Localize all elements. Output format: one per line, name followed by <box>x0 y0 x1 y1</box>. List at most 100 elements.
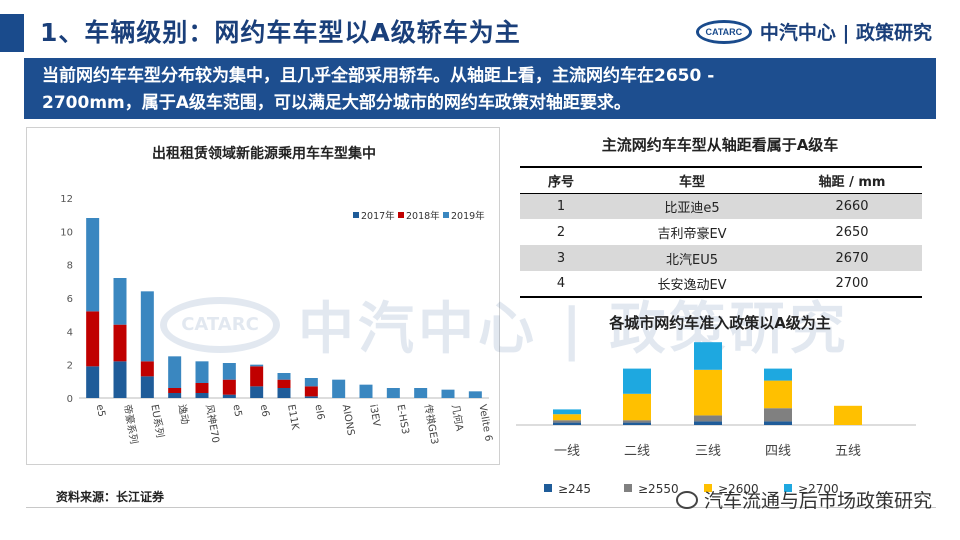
x-tick-label: E-HS3 <box>394 404 410 436</box>
bar-segment <box>468 391 482 398</box>
table-row: 1 比亚迪e5 2660 <box>520 193 922 219</box>
bar-segment <box>764 408 792 422</box>
bar-segment <box>414 388 428 398</box>
x-tick-label: e5 <box>94 404 107 418</box>
slide-title: 1、车辆级别：网约车车型以A级轿车为主 <box>40 18 521 47</box>
legend-label: ≥2550 <box>638 482 679 496</box>
wheelbase-table: 序号 车型 轴距 / mm 1 比亚迪e5 2660 2 吉利帝豪EV 2650… <box>520 166 922 298</box>
bar-segment <box>113 361 127 398</box>
bar-segment <box>623 368 651 394</box>
bar-segment <box>834 405 862 425</box>
data-source: 资料来源：长江证券 <box>56 490 165 504</box>
x-tick-label: 三线 <box>695 444 721 459</box>
bar-segment <box>623 420 651 423</box>
summary-line-2: 2700mm，属于A级车范围，可以满足大部分城市的网约车政策对轴距要求。 <box>42 93 631 113</box>
x-tick-label: 一线 <box>554 444 580 459</box>
bar-segment <box>222 363 236 380</box>
bar-segment <box>277 373 291 380</box>
cell-no: 4 <box>520 271 602 298</box>
x-tick-label: E11K <box>285 404 300 432</box>
bar-segment <box>113 324 127 362</box>
bar-segment <box>386 388 400 398</box>
bar-segment <box>553 414 581 421</box>
cell-model: 长安逸动EV <box>602 271 782 298</box>
bar-segment <box>764 380 792 409</box>
legend-label: ≥2600 <box>718 482 759 496</box>
table-row: 2 吉利帝豪EV 2650 <box>520 219 922 245</box>
y-tick-label: 4 <box>67 327 73 338</box>
x-tick-label: 逸动 <box>176 403 191 425</box>
y-tick-label: 12 <box>60 194 73 205</box>
cell-wheelbase: 2650 <box>835 224 869 240</box>
bar-segment <box>304 396 318 398</box>
bar-segment <box>553 420 581 423</box>
bar-segment <box>553 422 581 425</box>
bar-segment <box>86 311 100 367</box>
x-tick-label: 传祺GE3 <box>422 403 442 445</box>
bar-segment <box>250 366 264 387</box>
x-tick-label: 五线 <box>835 444 861 459</box>
bar-segment <box>359 384 373 398</box>
bar-segment <box>168 388 182 393</box>
bar-segment <box>694 369 722 416</box>
cell-model: 北汽EU5 <box>602 245 782 271</box>
header-no: 序号 <box>520 166 602 194</box>
x-tick-label: EU系列 <box>148 403 167 438</box>
header-model: 车型 <box>602 166 782 194</box>
bar-segment <box>168 356 182 388</box>
cell-model: 吉利帝豪EV <box>657 226 727 242</box>
x-tick-label: e5 <box>230 404 243 418</box>
bar-segment <box>332 379 346 398</box>
bar-segment <box>250 364 264 367</box>
y-tick-label: 2 <box>67 361 73 372</box>
table-header-row: 序号 车型 轴距 / mm <box>520 166 922 194</box>
x-tick-label: Velite 6 <box>476 404 493 443</box>
header-wheelbase: 轴距 / mm <box>782 166 922 194</box>
vehicle-model-chart: 出租租赁领域新能源乘用车车型集中 0 2 4 6 8 10 12 e5 帝豪系列 EU系列 逸动 风神E… <box>60 145 493 445</box>
bar-segment <box>222 394 236 398</box>
wechat-account-mark: 汽车流通与后市场政策研究 <box>675 486 932 513</box>
y-tick-label: 6 <box>67 294 73 305</box>
x-tick-label: 几何A <box>449 403 466 432</box>
table-row: 4 长安逸动EV 2700 <box>520 271 922 298</box>
bar-segment <box>623 393 651 421</box>
y-tick-label: 8 <box>67 261 73 272</box>
x-tick-label: AIONS <box>340 404 356 437</box>
bar-segment <box>694 342 722 370</box>
cell-wheelbase: 2660 <box>782 193 922 219</box>
summary-line-1: 当前网约车车型分布较为集中，且几乎全部采用轿车。从轴距上看，主流网约车在2650… <box>42 66 715 86</box>
bottom-divider <box>26 507 936 508</box>
summary-banner: 当前网约车车型分布较为集中，且几乎全部采用轿车。从轴距上看，主流网约车在2650… <box>24 58 936 119</box>
x-tick-label: i3EV <box>367 404 382 428</box>
bar-segment <box>140 291 154 362</box>
bar-segment <box>764 368 792 381</box>
y-tick-label: 0 <box>67 394 73 405</box>
catarc-logo-mark: CATARC <box>695 19 752 44</box>
legend-swatch <box>353 212 359 218</box>
bar-segment <box>304 386 318 397</box>
x-tick-label: e6 <box>258 404 271 418</box>
chart-title: 出租租赁领域新能源乘用车车型集中 <box>152 145 376 162</box>
bar-segment <box>195 361 209 383</box>
legend-label: ≥245 <box>558 482 591 496</box>
bar-segment <box>277 388 291 398</box>
bar-segment <box>764 421 792 425</box>
table-row: 3 北汽EU5 2670 <box>520 245 922 271</box>
cell-no: 2 <box>556 224 566 240</box>
legend-swatch <box>784 484 792 492</box>
cell-model: 比亚迪e5 <box>602 193 782 219</box>
city-chart-title: 各城市网约车准入政策以A级为主 <box>609 314 831 332</box>
catarc-logo-text: 中汽中心 | 政策研究 <box>759 22 932 44</box>
cell-wheelbase: 2670 <box>782 245 922 271</box>
cell-no: 3 <box>520 245 602 271</box>
bar-segment <box>195 393 209 398</box>
legend-swatch <box>544 484 552 492</box>
city-policy-chart: 一线 二线 三线 四线 五线 ≥245 ≥2550 ≥2600 ≥2700 <box>516 342 916 496</box>
bar-segment <box>86 366 100 398</box>
x-tick-label: 风神E70 <box>203 403 223 444</box>
cell-no: 1 <box>520 193 602 219</box>
legend-label: 2018年 <box>406 210 440 222</box>
bar-segment <box>277 379 291 388</box>
legend-swatch <box>398 212 404 218</box>
legend-label: 2017年 <box>361 210 395 222</box>
